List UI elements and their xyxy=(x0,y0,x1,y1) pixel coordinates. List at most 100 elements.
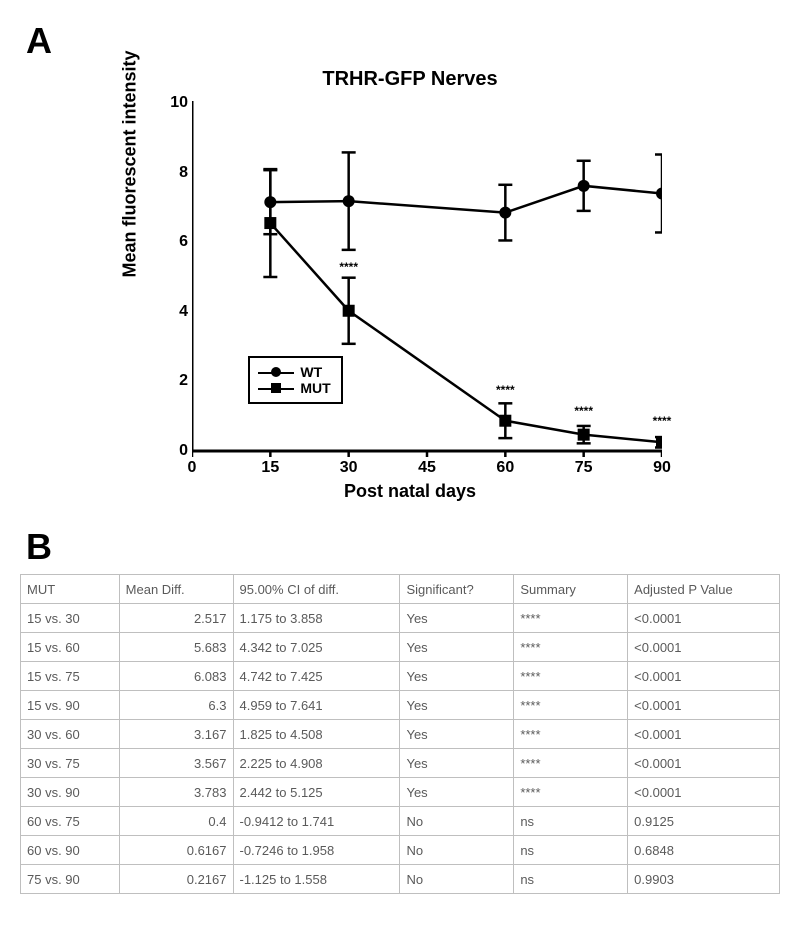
x-tick-label: 90 xyxy=(653,459,671,477)
table-cell: 2.442 to 5.125 xyxy=(233,778,400,807)
x-tick-label: 45 xyxy=(418,459,436,477)
table-cell: <0.0001 xyxy=(628,633,780,662)
panel-a: A TRHR-GFP Nerves Mean fluorescent inten… xyxy=(20,20,780,502)
table-cell: Yes xyxy=(400,749,514,778)
table-cell: Yes xyxy=(400,633,514,662)
significance-marker: **** xyxy=(574,404,593,418)
table-row: 15 vs. 906.34.959 to 7.641Yes****<0.0001 xyxy=(21,691,780,720)
table-cell: 1.825 to 4.508 xyxy=(233,720,400,749)
table-column-header: Mean Diff. xyxy=(119,575,233,604)
table-cell: **** xyxy=(514,749,628,778)
legend-label: WT xyxy=(300,364,322,380)
y-tick-label: 2 xyxy=(179,372,188,390)
table-cell: 15 vs. 30 xyxy=(21,604,120,633)
table-header-row: MUTMean Diff.95.00% CI of diff.Significa… xyxy=(21,575,780,604)
table-cell: -0.9412 to 1.741 xyxy=(233,807,400,836)
table-cell: 75 vs. 90 xyxy=(21,865,120,894)
y-tick-label: 10 xyxy=(170,94,188,112)
y-tick-label: 6 xyxy=(179,233,188,251)
table-row: 60 vs. 750.4-0.9412 to 1.741Nons0.9125 xyxy=(21,807,780,836)
table-cell: **** xyxy=(514,633,628,662)
table-cell: 15 vs. 75 xyxy=(21,662,120,691)
significance-marker: **** xyxy=(339,260,358,274)
plot-area: Mean fluorescent intensity 0246810 *****… xyxy=(130,97,690,457)
y-tick-label: 4 xyxy=(179,303,188,321)
y-ticks: 0246810 xyxy=(160,97,192,457)
table-cell: 5.683 xyxy=(119,633,233,662)
table-cell: 30 vs. 90 xyxy=(21,778,120,807)
table-cell: ns xyxy=(514,865,628,894)
table-row: 15 vs. 605.6834.342 to 7.025Yes****<0.00… xyxy=(21,633,780,662)
table-row: 60 vs. 900.6167-0.7246 to 1.958Nons0.684… xyxy=(21,836,780,865)
table-cell: 4.959 to 7.641 xyxy=(233,691,400,720)
table-cell: <0.0001 xyxy=(628,749,780,778)
table-cell: **** xyxy=(514,604,628,633)
x-tick-label: 60 xyxy=(496,459,514,477)
table-cell: 0.6167 xyxy=(119,836,233,865)
table-cell: <0.0001 xyxy=(628,778,780,807)
y-tick-label: 8 xyxy=(179,164,188,182)
table-cell: <0.0001 xyxy=(628,662,780,691)
table-row: 75 vs. 900.2167-1.125 to 1.558Nons0.9903 xyxy=(21,865,780,894)
table-column-header: Adjusted P Value xyxy=(628,575,780,604)
chart-title: TRHR-GFP Nerves xyxy=(130,68,690,91)
table-row: 15 vs. 302.5171.175 to 3.858Yes****<0.00… xyxy=(21,604,780,633)
panel-b-label: B xyxy=(26,526,780,568)
legend-item: MUT xyxy=(258,380,330,396)
table-row: 15 vs. 756.0834.742 to 7.425Yes****<0.00… xyxy=(21,662,780,691)
x-tick-label: 15 xyxy=(261,459,279,477)
table-cell: 1.175 to 3.858 xyxy=(233,604,400,633)
legend: WTMUT xyxy=(248,356,342,404)
x-tick-label: 30 xyxy=(340,459,358,477)
table-cell: **** xyxy=(514,720,628,749)
table-cell: <0.0001 xyxy=(628,720,780,749)
table-cell: 0.9903 xyxy=(628,865,780,894)
table-cell: 15 vs. 60 xyxy=(21,633,120,662)
table-cell: 4.342 to 7.025 xyxy=(233,633,400,662)
table-cell: 3.567 xyxy=(119,749,233,778)
table-cell: 4.742 to 7.425 xyxy=(233,662,400,691)
table-cell: 0.6848 xyxy=(628,836,780,865)
table-cell: 3.167 xyxy=(119,720,233,749)
table-cell: ns xyxy=(514,807,628,836)
table-cell: **** xyxy=(514,691,628,720)
table-cell: No xyxy=(400,836,514,865)
x-tick-label: 75 xyxy=(575,459,593,477)
table-column-header: 95.00% CI of diff. xyxy=(233,575,400,604)
table-cell: Yes xyxy=(400,691,514,720)
table-cell: <0.0001 xyxy=(628,604,780,633)
table-cell: 6.083 xyxy=(119,662,233,691)
table-cell: <0.0001 xyxy=(628,691,780,720)
table-column-header: MUT xyxy=(21,575,120,604)
table-column-header: Summary xyxy=(514,575,628,604)
legend-marker-icon xyxy=(258,381,294,395)
table-cell: 6.3 xyxy=(119,691,233,720)
x-axis-label: Post natal days xyxy=(130,481,690,502)
table-cell: 0.4 xyxy=(119,807,233,836)
plot-box: ****************WTMUT xyxy=(192,97,662,457)
table-body: 15 vs. 302.5171.175 to 3.858Yes****<0.00… xyxy=(21,604,780,894)
table-cell: Yes xyxy=(400,662,514,691)
table-cell: 60 vs. 90 xyxy=(21,836,120,865)
table-cell: No xyxy=(400,807,514,836)
table-cell: 30 vs. 75 xyxy=(21,749,120,778)
table-cell: -1.125 to 1.558 xyxy=(233,865,400,894)
legend-label: MUT xyxy=(300,380,330,396)
x-ticks: 0153045607590 xyxy=(192,457,662,479)
table-cell: ns xyxy=(514,836,628,865)
table-cell: 15 vs. 90 xyxy=(21,691,120,720)
significance-marker: **** xyxy=(496,383,515,397)
table-cell: Yes xyxy=(400,720,514,749)
stats-table: MUTMean Diff.95.00% CI of diff.Significa… xyxy=(20,574,780,894)
table-cell: Yes xyxy=(400,778,514,807)
ylabel-column: Mean fluorescent intensity xyxy=(130,97,160,457)
table-cell: Yes xyxy=(400,604,514,633)
table-cell: 30 vs. 60 xyxy=(21,720,120,749)
table-row: 30 vs. 603.1671.825 to 4.508Yes****<0.00… xyxy=(21,720,780,749)
significance-marker: **** xyxy=(653,414,672,428)
table-cell: 0.9125 xyxy=(628,807,780,836)
table-cell: **** xyxy=(514,662,628,691)
table-cell: No xyxy=(400,865,514,894)
chart-container: TRHR-GFP Nerves Mean fluorescent intensi… xyxy=(130,68,690,502)
table-cell: 60 vs. 75 xyxy=(21,807,120,836)
